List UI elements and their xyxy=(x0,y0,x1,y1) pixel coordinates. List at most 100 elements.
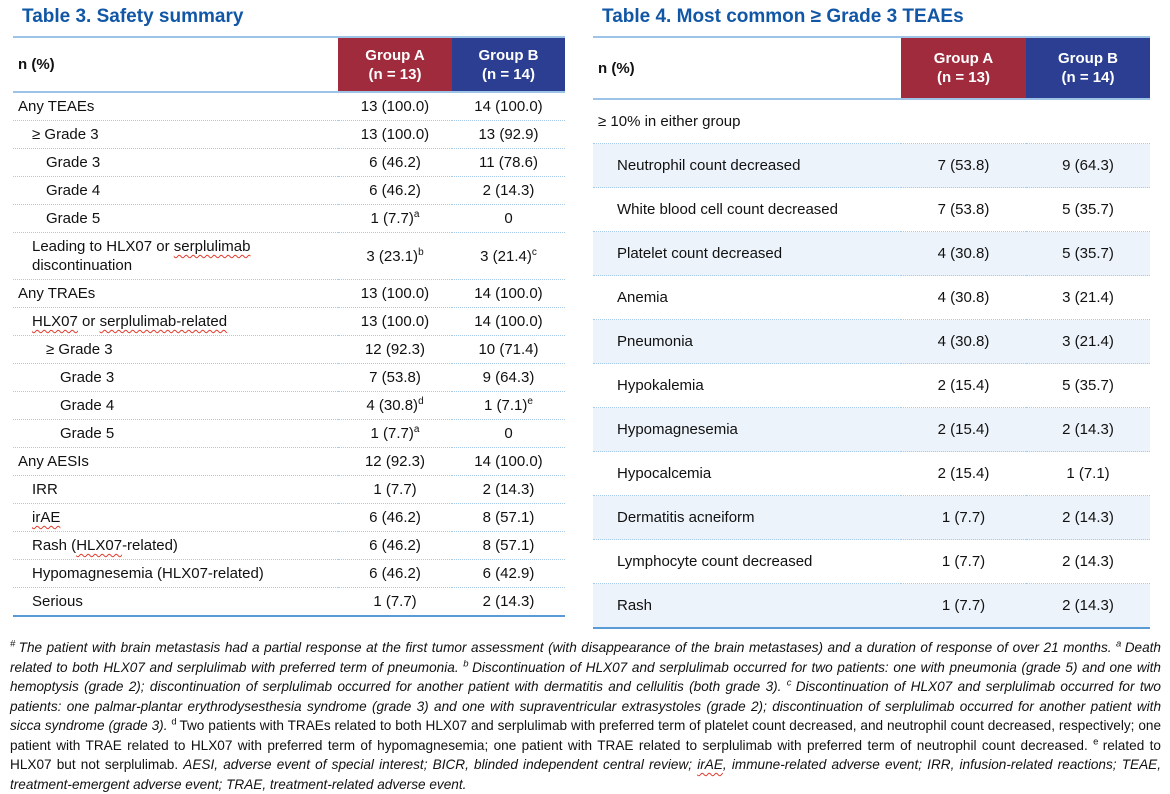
cell-value: 7 (53.8) xyxy=(369,369,421,386)
group-b-value: 5 (35.7) xyxy=(1026,231,1150,276)
group-b-value: 3 (21.4)c xyxy=(452,232,565,280)
misspelled-term: serplulimab xyxy=(173,238,251,255)
group-a-value: 6 (46.2) xyxy=(338,531,452,560)
group-b-value: 2 (14.3) xyxy=(452,176,565,205)
row-label: HLX07 or serplulimab-related xyxy=(13,307,338,336)
cell-value: 1 (7.7) xyxy=(941,509,986,526)
cell-value: 2 (14.3) xyxy=(1062,421,1114,438)
table4-col-n-pct: n (%) xyxy=(593,37,901,99)
group-a-value: 7 (53.8) xyxy=(901,143,1026,188)
row-label: IRR xyxy=(13,475,338,504)
cell-value: 4 (30.8) xyxy=(937,333,990,350)
page-body: Table 3. Safety summary n (%) Group A (n… xyxy=(13,5,1150,629)
cell-value: 2 (14.3) xyxy=(1062,553,1114,570)
row-label: Anemia xyxy=(593,275,901,320)
cell-value: 1 (7.7) xyxy=(370,210,414,227)
row-label: Grade 4 xyxy=(13,391,338,420)
footnote-segment: Two patients with TRAEs related to both … xyxy=(10,718,1162,753)
table-row: Serious 1 (7.7) 2 (14.3) xyxy=(13,588,565,617)
cell-value: 0 xyxy=(504,425,513,442)
group-a-value: 4 (30.8) xyxy=(901,319,1026,364)
group-a-value: 1 (7.7) xyxy=(901,495,1026,540)
cell-value: 14 (100.0) xyxy=(474,98,543,115)
misspelled-term: irAE xyxy=(697,757,723,772)
table-row: Hypomagnesemia (HLX07-related) 6 (46.2) 6 … xyxy=(13,559,565,588)
group-b-value: 14 (100.0) xyxy=(452,279,565,308)
cell-value: 6 (46.2) xyxy=(369,154,421,171)
group-a-value: 1 (7.7) xyxy=(901,539,1026,584)
table-row: Grade 5 1 (7.7)a 0 xyxy=(13,204,565,233)
row-label-text: Any TEAEs xyxy=(18,98,95,115)
row-label: Lymphocyte count decreased xyxy=(593,539,901,584)
grade3-teaes-section: Table 4. Most common ≥ Grade 3 TEAEs n (… xyxy=(593,5,1150,629)
table-row: Lymphocyte count decreased 1 (7.7) 2 (14.3… xyxy=(593,539,1150,584)
row-label-text: discontinuation xyxy=(32,257,133,274)
row-label: White blood cell count decreased xyxy=(593,187,901,232)
cell-value: 1 (7.7) xyxy=(373,593,417,610)
row-label-text: Pneumonia xyxy=(617,333,693,350)
group-b-value: 14 (100.0) xyxy=(452,447,565,476)
group-b-value: 8 (57.1) xyxy=(452,531,565,560)
group-b-value: 14 (100.0) xyxy=(452,92,565,121)
table-row: Leading to HLX07 or serplulimab disconti… xyxy=(13,232,565,280)
row-label: Grade 5 xyxy=(13,419,338,448)
row-label-text: IRR xyxy=(32,481,58,498)
table3-col-group-b: Group B (n = 14) xyxy=(452,37,565,92)
group-b-value: 1 (7.1)e xyxy=(452,391,565,420)
row-label-text: Grade 4 xyxy=(60,397,115,414)
table-row: Any TEAEs 13 (100.0) 14 (100.0) xyxy=(13,92,565,121)
row-label-text: ≥ Grade 3 xyxy=(46,341,113,358)
row-label-text: White blood cell count decreased xyxy=(617,201,838,218)
cell-value: 14 (100.0) xyxy=(474,453,543,470)
row-label: irAE xyxy=(13,503,338,532)
row-label-text: Hypomagnesemia (HLX07-related) xyxy=(32,565,264,582)
group-a-value: 12 (92.3) xyxy=(338,447,452,476)
group-a-value: 13 (100.0) xyxy=(338,279,452,308)
cell-value: 5 (35.7) xyxy=(1062,201,1114,218)
footnote-marker: d xyxy=(418,396,424,407)
footnote-segment: The patient with brain metastasis had a … xyxy=(18,640,1117,655)
table-row: Dermatitis acneiform 1 (7.7) 2 (14.3) xyxy=(593,495,1150,540)
group-a-value: 2 (15.4) xyxy=(901,451,1026,496)
group-a-name: Group A xyxy=(365,46,425,64)
group-a-name: Group A xyxy=(933,50,994,67)
row-label: Hypomagnesemia xyxy=(593,407,901,452)
row-label-text: Any AESIs xyxy=(18,453,89,470)
footnote-marker: a xyxy=(1116,638,1125,650)
misspelled-term: irAE xyxy=(32,509,61,526)
cell-value: 2 (14.3) xyxy=(1062,509,1114,526)
footnote-marker: d xyxy=(171,716,180,728)
footnote-marker: e xyxy=(527,396,533,407)
cell-value: 8 (57.1) xyxy=(482,537,535,554)
row-label: Hypomagnesemia (HLX07-related) xyxy=(13,559,338,588)
cell-value: 1 (7.7) xyxy=(941,597,986,614)
row-label: ≥ Grade 3 xyxy=(13,335,338,364)
cell-value: 14 (100.0) xyxy=(474,313,543,330)
table-row: Any TRAEs 13 (100.0) 14 (100.0) xyxy=(13,279,565,308)
group-b-value: 2 (14.3) xyxy=(1026,495,1150,540)
row-label: Rash (HLX07-related) xyxy=(13,531,338,560)
row-label: Grade 5 xyxy=(13,204,338,233)
cell-value: 0 xyxy=(504,210,513,227)
row-label: Serious xyxy=(13,588,338,617)
group-a-value: 6 (46.2) xyxy=(338,176,452,205)
cell-value: 13 (100.0) xyxy=(360,313,430,330)
table-row: Pneumonia 4 (30.8) 3 (21.4) xyxy=(593,319,1150,364)
group-b-name: Group B xyxy=(1058,50,1118,67)
cell-value: 13 (100.0) xyxy=(360,98,430,115)
group-b-value: 1 (7.1) xyxy=(1026,451,1150,496)
row-label-text: Lymphocyte count decreased xyxy=(617,553,813,570)
group-b-value: 2 (14.3) xyxy=(1026,539,1150,584)
group-b-value: 2 (14.3) xyxy=(452,475,565,504)
row-label: Grade 3 xyxy=(13,363,338,392)
footnote-marker: b xyxy=(418,246,424,258)
group-a-value: 1 (7.7) xyxy=(338,475,452,504)
group-b-n: (n = 14) xyxy=(482,65,535,83)
footnote-text: # The patient with brain metastasis had … xyxy=(0,638,1170,794)
row-label: Rash xyxy=(593,583,901,628)
table3-col-group-a: Group A (n = 13) xyxy=(338,37,452,92)
row-label: Grade 4 xyxy=(13,176,338,205)
row-label-text: Neutrophil count decreased xyxy=(617,157,801,174)
cell-value: 11 (78.6) xyxy=(479,154,538,171)
